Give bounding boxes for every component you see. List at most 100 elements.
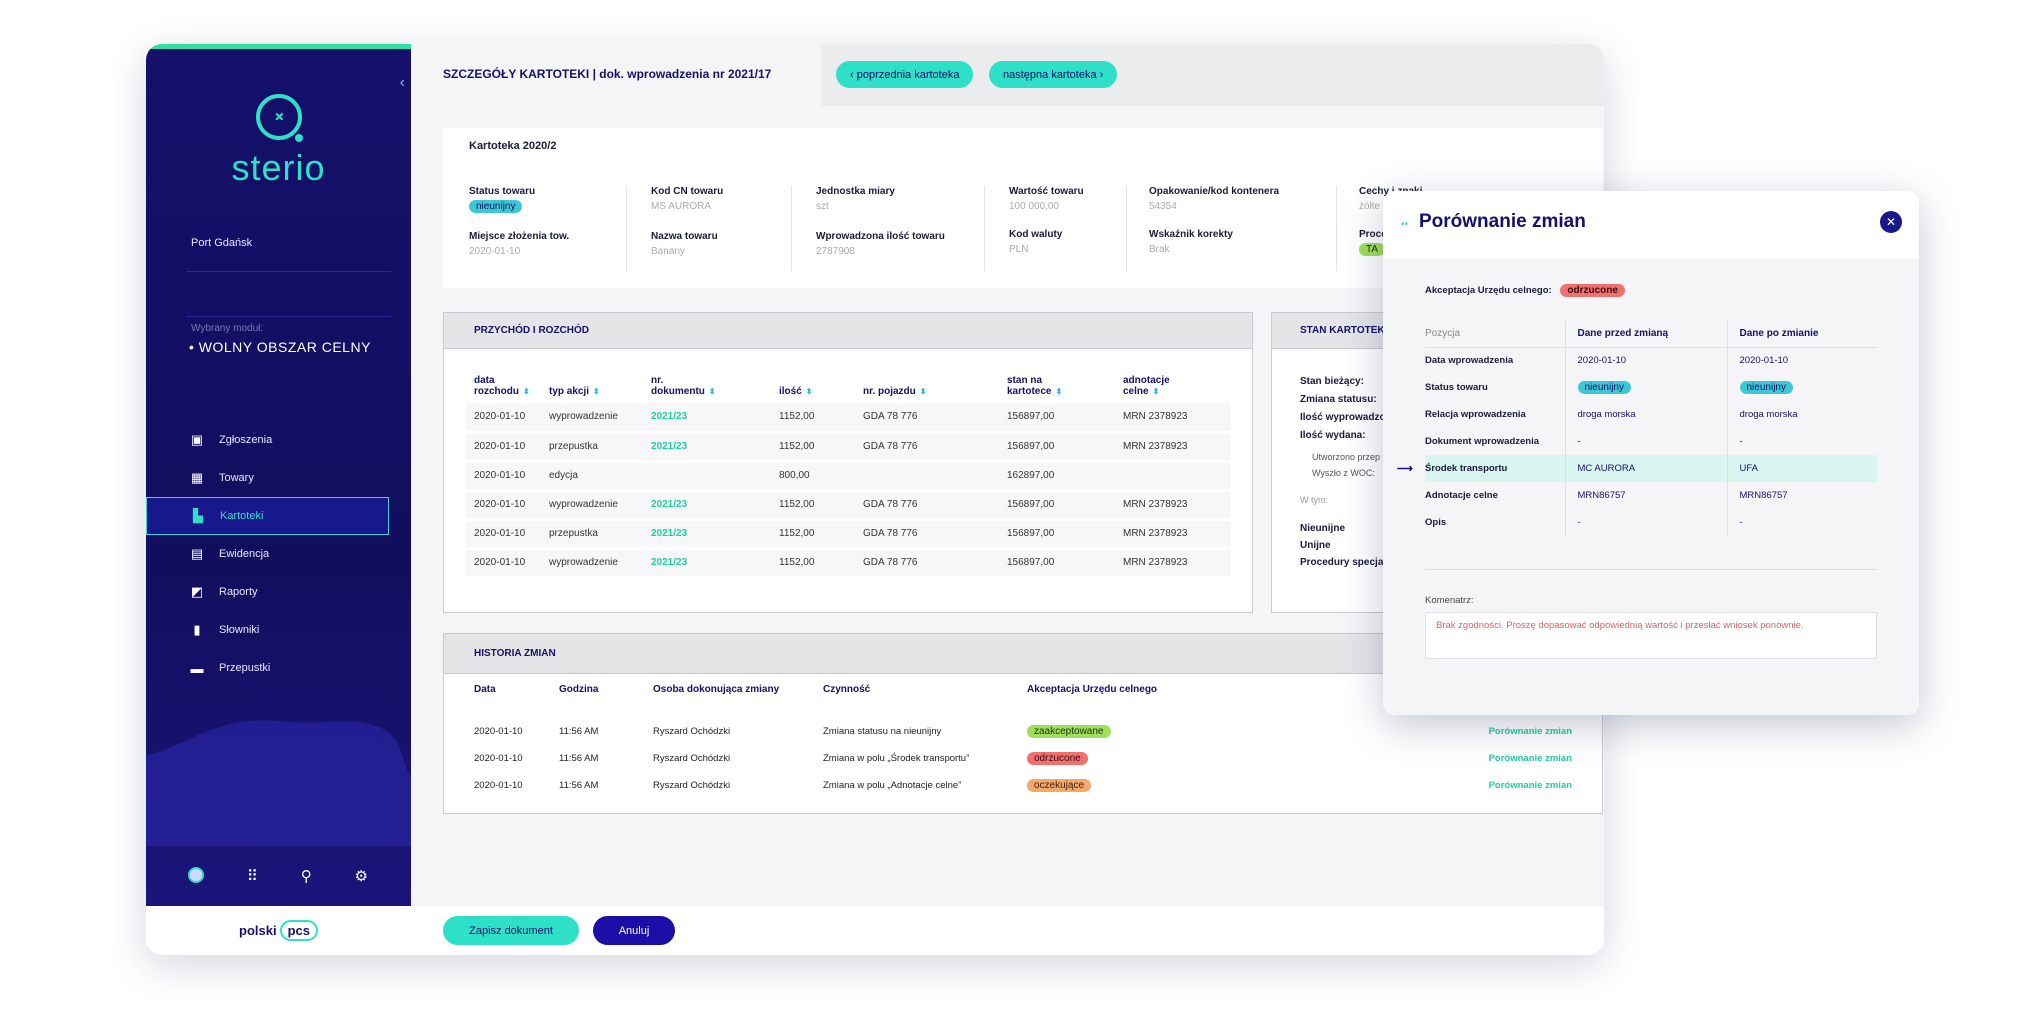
col-header: Godzina: [559, 683, 599, 695]
location-pin-icon[interactable]: ⚲: [300, 868, 312, 885]
sidebar-item-przepustki[interactable]: ▬ Przepustki: [146, 649, 411, 687]
sidebar-item-ewidencja[interactable]: ▤ Ewidencja: [146, 535, 411, 573]
comparison-row: Relacja wprowadzenia droga morska droga mo…: [1425, 401, 1877, 428]
col-header: Dane przed zmianą: [1564, 321, 1727, 348]
field-value: 100 000,00: [1009, 201, 1060, 212]
status-badge: zaakceptowane: [1027, 725, 1111, 738]
table-cell: 156897,00: [999, 432, 1115, 463]
prev-card-button[interactable]: ‹ poprzednia kartoteka: [836, 61, 974, 88]
sidebar-item-zgloszenia[interactable]: ▣ Zgłoszenia: [146, 421, 411, 459]
table-row[interactable]: 2020-01-10 wyprowadzenie 2021/23 1152,00 GDA…: [466, 403, 1231, 434]
arrow-right-icon: ⟶: [1397, 463, 1413, 475]
table-cell[interactable]: 2021/23: [643, 519, 771, 550]
table-row: 2020-01-10 11:56 AM Ryszard Ochódzki Zmiana…: [444, 772, 1602, 799]
field-jednostka: Jednostka miary szt: [816, 186, 895, 212]
field-label: Kod waluty: [1009, 229, 1063, 240]
table-cell[interactable]: 2021/23: [643, 548, 771, 579]
modal-body: Akceptacja Urzędu celnego: odrzucone Poz…: [1383, 259, 1919, 715]
compare-changes-link[interactable]: Porównanie zmian: [1488, 726, 1572, 737]
table-cell: Ryszard Ochódzki: [653, 726, 731, 737]
cancel-button[interactable]: Anuluj: [593, 916, 675, 945]
table-cell: 1152,00: [771, 548, 855, 579]
sidebar-item-raporty[interactable]: ◩ Raporty: [146, 573, 411, 611]
flow-panel-title: PRZYCHÓD I ROZCHÓD: [444, 313, 1252, 349]
save-document-button[interactable]: Zapisz dokument: [443, 916, 579, 945]
table-cell: oczekujące: [997, 772, 1297, 799]
flow-table: data rozchodu ⬍ typ akcji ⬍ nr. dokumentu ⬍…: [466, 369, 1231, 579]
table-cell[interactable]: 2021/23: [643, 490, 771, 521]
field-nazwa: Nazwa towaru Banany: [651, 231, 718, 257]
accept-label: Akceptacja Urzędu celnego:: [1425, 285, 1552, 296]
table-cell: [643, 461, 771, 492]
table-cell: 2020-01-10: [466, 461, 541, 492]
table-cell: 11:56 AM: [559, 753, 599, 764]
table-row[interactable]: 2020-01-10 edycja 800,00 162897,00: [466, 461, 1231, 492]
col-header[interactable]: adnotacje celne ⬍: [1123, 375, 1170, 397]
next-card-button[interactable]: następna kartoteka ›: [989, 61, 1118, 88]
table-cell: 1152,00: [771, 432, 855, 463]
col-header[interactable]: data rozchodu ⬍: [474, 375, 530, 397]
table-row[interactable]: 2020-01-10 przepustka 2021/23 1152,00 GDA 78…: [466, 519, 1231, 550]
comparison-label: Relacja wprowadzenia: [1425, 409, 1526, 420]
brand-name: sterio: [231, 147, 326, 188]
table-cell: GDA 78 776: [855, 403, 999, 434]
polski-pcs-logo: polski pcs: [146, 906, 411, 955]
compare-changes-link[interactable]: Porównanie zmian: [1488, 753, 1572, 764]
settings-gear-icon[interactable]: ⚙: [354, 868, 368, 885]
table-row[interactable]: 2020-01-10 wyprowadzenie 2021/23 1152,00 GDA…: [466, 548, 1231, 579]
comparison-label: Data wprowadzenia: [1425, 355, 1514, 367]
col-header[interactable]: nr. pojazdu ⬍: [863, 386, 927, 397]
folder-icon: ▙: [193, 508, 203, 523]
sidebar-item-slowniki[interactable]: ▮ Słowniki: [146, 611, 411, 649]
pass-icon: ▬: [190, 660, 204, 676]
table-cell: Ryszard Ochódzki: [653, 753, 731, 764]
table-cell[interactable]: 2021/23: [643, 432, 771, 463]
compare-changes-link[interactable]: Porównanie zmian: [1488, 780, 1572, 791]
status-badge: nieunijny: [1577, 381, 1631, 394]
divider: [1336, 186, 1337, 271]
field-value: 2020-01-10: [469, 246, 521, 257]
divider: [1425, 569, 1877, 570]
comparison-label: Adnotacje celne: [1425, 490, 1498, 501]
comparison-value: MRN86757: [1564, 482, 1727, 509]
table-cell[interactable]: 2021/23: [643, 403, 771, 434]
stan-wydana: Ilość wydana:: [1300, 430, 1366, 441]
comparison-value: -: [1564, 428, 1727, 455]
stan-wprowadzone: Ilość wyprowadzon: [1300, 412, 1392, 423]
port-name[interactable]: Port Gdańsk: [191, 237, 253, 249]
collapse-sidebar-icon[interactable]: ‹: [399, 74, 405, 91]
sidebar-item-label: Kartoteki: [220, 510, 264, 522]
comparison-row: Środek transportu ⟶ MC AURORA UFA: [1397, 455, 1877, 482]
page-title: SZCZEGÓŁY KARTOTEKI | dok. wprowadzenia …: [443, 67, 772, 81]
field-value: 54354: [1149, 201, 1177, 212]
field-waluta: Kod waluty PLN: [1009, 229, 1062, 255]
table-cell: 156897,00: [999, 490, 1115, 521]
table-cell: [855, 461, 999, 492]
field-procedura: Proce TA: [1359, 229, 1387, 256]
col-header[interactable]: nr. dokumentu ⬍: [651, 375, 716, 397]
sort-icon: ⬍: [919, 387, 927, 396]
comment-box[interactable]: Brak zgodności. Proszę dopasować odpowie…: [1425, 612, 1877, 659]
stan-unijne: Unijne: [1300, 540, 1331, 551]
col-header[interactable]: typ akcji ⬍: [549, 386, 600, 397]
sidebar-item-kartoteki[interactable]: ▙ Kartoteki: [146, 497, 389, 535]
app-window: ‹ + sterio Port Gdańsk Wybrany moduł: • …: [146, 44, 1604, 955]
field-value: PLN: [1009, 244, 1029, 255]
user-avatar-icon[interactable]: [188, 867, 204, 883]
main-content: SZCZEGÓŁY KARTOTEKI | dok. wprowadzenia …: [411, 44, 1604, 906]
comparison-value: nieunijny: [1564, 374, 1727, 401]
divider: [626, 186, 627, 271]
apps-grid-icon[interactable]: ⠿: [246, 868, 258, 885]
table-row[interactable]: 2020-01-10 przepustka 2021/23 1152,00 GDA 78…: [466, 432, 1231, 463]
table-row[interactable]: 2020-01-10 wyprowadzenie 2021/23 1152,00 GDA…: [466, 490, 1231, 521]
table-cell: 162897,00: [999, 461, 1115, 492]
table-cell: 2020-01-10: [474, 780, 523, 791]
col-header[interactable]: stan na kartotece ⬍: [1007, 375, 1063, 397]
table-cell: 156897,00: [999, 403, 1115, 434]
table-row: 2020-01-10 11:56 AM Ryszard Ochódzki Zmiana…: [444, 745, 1602, 772]
sidebar-item-towary[interactable]: ▦ Towary: [146, 459, 411, 497]
table-cell: 2020-01-10: [466, 403, 541, 434]
close-icon[interactable]: ✕: [1880, 211, 1902, 233]
col-header[interactable]: ilość ⬍: [779, 386, 813, 397]
module-name[interactable]: • WOLNY OBSZAR CELNY: [189, 339, 371, 355]
